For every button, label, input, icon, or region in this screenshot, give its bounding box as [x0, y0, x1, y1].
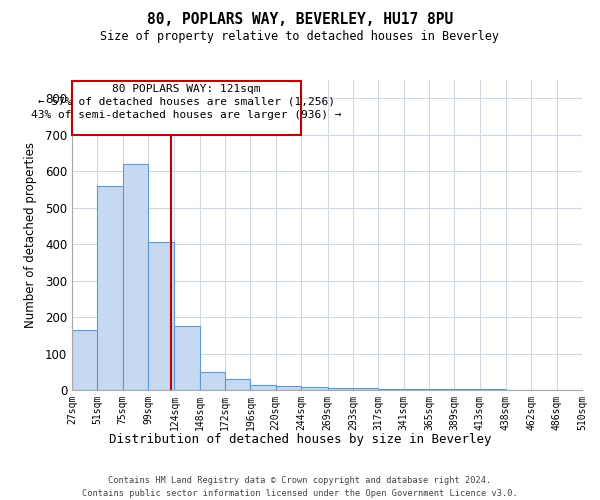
Bar	[175, 326, 200, 390]
Bar	[429, 389, 454, 390]
Text: 80, POPLARS WAY, BEVERLEY, HU17 8PU: 80, POPLARS WAY, BEVERLEY, HU17 8PU	[147, 12, 453, 28]
Bar	[378, 388, 404, 390]
Text: Contains HM Land Registry data © Crown copyright and database right 2024.: Contains HM Land Registry data © Crown c…	[109, 476, 491, 485]
Y-axis label: Number of detached properties: Number of detached properties	[23, 142, 37, 328]
Bar	[72, 330, 97, 390]
Text: 80 POPLARS WAY: 121sqm: 80 POPLARS WAY: 121sqm	[112, 84, 261, 94]
Text: Size of property relative to detached houses in Beverley: Size of property relative to detached ho…	[101, 30, 499, 43]
Bar	[301, 387, 328, 390]
Bar	[328, 388, 353, 390]
Bar	[250, 384, 276, 390]
Text: Distribution of detached houses by size in Beverley: Distribution of detached houses by size …	[109, 432, 491, 446]
Bar	[404, 389, 429, 390]
Text: ← 57% of detached houses are smaller (1,256): ← 57% of detached houses are smaller (1,…	[38, 97, 335, 107]
Bar	[225, 379, 250, 390]
Bar	[200, 372, 225, 390]
Bar	[276, 386, 301, 390]
Text: 43% of semi-detached houses are larger (936) →: 43% of semi-detached houses are larger (…	[31, 110, 342, 120]
Bar	[353, 388, 378, 390]
Bar	[97, 186, 122, 390]
Bar	[148, 242, 175, 390]
Bar	[122, 164, 148, 390]
Text: Contains public sector information licensed under the Open Government Licence v3: Contains public sector information licen…	[82, 489, 518, 498]
FancyBboxPatch shape	[72, 80, 301, 134]
